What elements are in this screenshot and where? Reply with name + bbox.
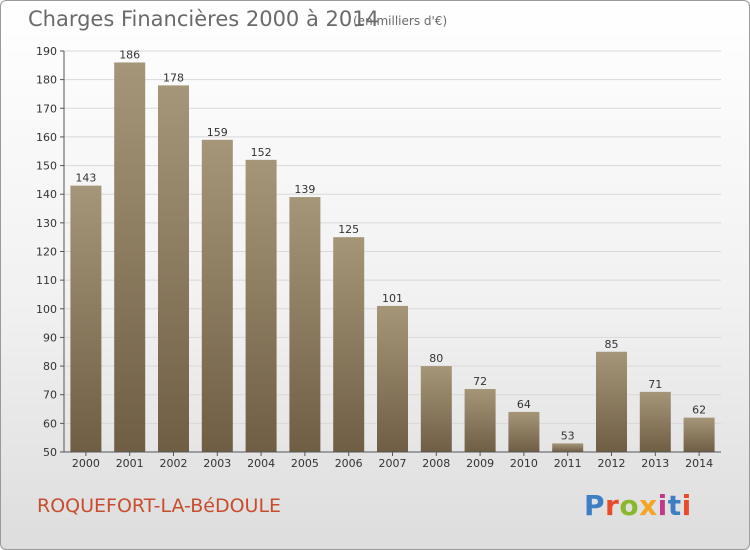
x-tick-label-2003: 2003: [203, 457, 231, 470]
bar-2001: [114, 62, 146, 452]
y-tick-label-110: 110: [36, 274, 57, 287]
x-tick-label-2008: 2008: [422, 457, 450, 470]
x-tick-label-2004: 2004: [247, 457, 275, 470]
bar-2005: [289, 197, 321, 452]
brand-letter: i: [681, 489, 692, 522]
bar-2008: [420, 366, 452, 452]
y-tick-label-160: 160: [36, 131, 57, 144]
x-tick-label-2005: 2005: [291, 457, 319, 470]
y-tick-label-90: 90: [43, 331, 57, 344]
x-tick-label-2006: 2006: [335, 457, 363, 470]
brand-letter: r: [605, 489, 620, 522]
bar-2014: [683, 417, 715, 452]
bar-2002: [158, 85, 189, 452]
brand-letter: o: [619, 489, 640, 522]
bar-2000: [70, 185, 102, 452]
bar-2009: [464, 388, 496, 452]
data-label-2010: 64: [517, 398, 531, 411]
proxiti-logo[interactable]: Proxiti: [584, 489, 692, 522]
brand-letter: t: [667, 489, 682, 522]
y-tick-label-100: 100: [36, 303, 57, 316]
data-label-2011: 53: [561, 429, 575, 442]
y-tick-label-170: 170: [36, 102, 57, 115]
data-label-2012: 85: [605, 338, 619, 351]
axes: 50 60 70 80 90 100 110 120 130 140 150 160 170 180 190…: [36, 45, 721, 470]
x-tick-label-2002: 2002: [160, 457, 188, 470]
bar-2010: [508, 411, 540, 452]
bar-2003: [201, 139, 233, 453]
x-tick-label-2011: 2011: [554, 457, 582, 470]
data-label-2002: 178: [163, 71, 184, 84]
y-tick-label-140: 140: [36, 188, 57, 201]
bar-2007: [377, 305, 408, 452]
bars: [70, 62, 715, 453]
bar-2006: [333, 237, 365, 452]
x-tick-label-2000: 2000: [72, 457, 100, 470]
y-tick-label-60: 60: [43, 417, 57, 430]
y-tick-label-180: 180: [36, 74, 57, 87]
x-tick-label-2007: 2007: [379, 457, 407, 470]
y-tick-label-120: 120: [36, 246, 57, 259]
y-tick-label-190: 190: [36, 45, 57, 58]
data-label-2006: 125: [338, 223, 359, 236]
brand-letter: i: [657, 489, 668, 522]
y-tick-label-50: 50: [43, 446, 57, 459]
y-tick-label-130: 130: [36, 217, 57, 230]
data-label-2008: 80: [429, 352, 443, 365]
data-label-2005: 139: [294, 183, 315, 196]
data-labels: 143 186 178 159 152 139 125 101 80 72 64 53 85 71 62: [75, 48, 706, 442]
x-tick-label-2014: 2014: [685, 457, 713, 470]
chart-subtitle: (en milliers d'€): [353, 14, 448, 28]
x-tick-label-2010: 2010: [510, 457, 538, 470]
data-label-2003: 159: [207, 126, 228, 139]
x-tick-label-2013: 2013: [641, 457, 669, 470]
y-tick-label-150: 150: [36, 160, 57, 173]
bar-2012: [596, 351, 627, 452]
chart-title: Charges Financières 2000 à 2014: [28, 7, 379, 31]
y-tick-label-70: 70: [43, 389, 57, 402]
brand-letter: x: [639, 489, 658, 522]
data-label-2001: 186: [119, 48, 140, 61]
data-label-2000: 143: [75, 172, 96, 185]
data-label-2004: 152: [251, 146, 272, 159]
brand-letter: P: [584, 489, 606, 522]
data-label-2013: 71: [648, 378, 662, 391]
bar-2011: [552, 443, 584, 452]
bar-2004: [245, 159, 277, 453]
y-tick-label-80: 80: [43, 360, 57, 373]
data-label-2014: 62: [692, 404, 706, 417]
x-tick-label-2009: 2009: [466, 457, 494, 470]
x-tick-label-2012: 2012: [598, 457, 626, 470]
data-label-2007: 101: [382, 292, 403, 305]
commune-name: ROQUEFORT-LA-BéDOULE: [37, 495, 282, 517]
bar-2013: [639, 391, 671, 452]
data-label-2009: 72: [473, 375, 487, 388]
x-tick-label-2001: 2001: [116, 457, 144, 470]
